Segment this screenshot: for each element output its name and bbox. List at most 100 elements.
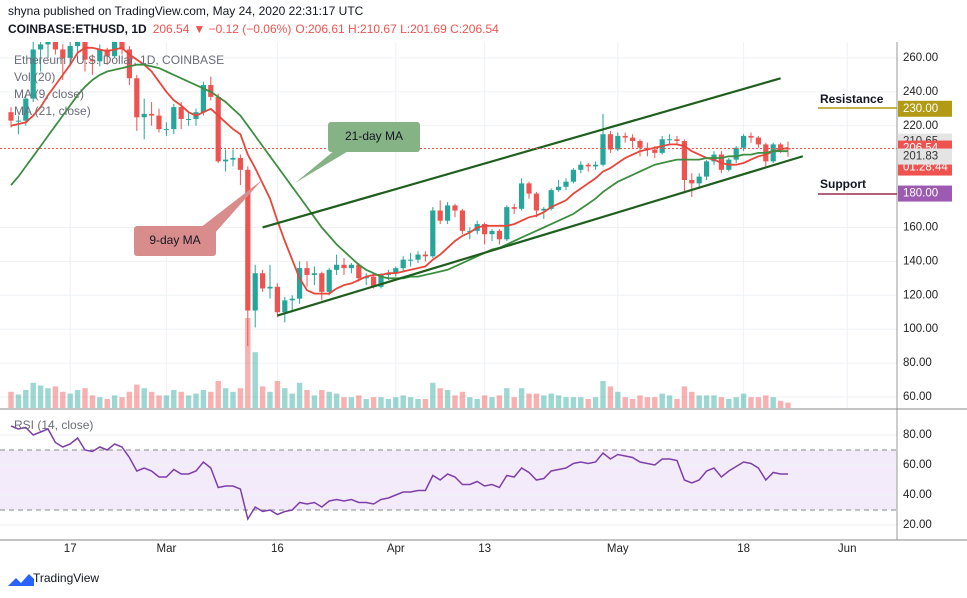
volume-bar — [504, 388, 510, 408]
candle-body — [223, 159, 229, 162]
volume-bar — [341, 397, 347, 408]
volume-bar — [52, 386, 59, 408]
publisher: shyna published on TradingView.com, May … — [8, 4, 364, 18]
symbol: COINBASE:ETHUSD, 1D — [8, 22, 147, 36]
volume-bar — [126, 391, 133, 408]
volume-bar — [163, 395, 170, 408]
volume-bar — [23, 390, 29, 408]
candle-body — [163, 129, 169, 131]
candle-body — [67, 46, 73, 58]
rsi-pane — [0, 425, 897, 526]
candle-body — [89, 59, 95, 62]
ma21-callout — [328, 122, 420, 152]
volume-bar — [541, 395, 547, 408]
volume-bar — [474, 399, 480, 408]
candle-body — [519, 183, 525, 209]
volume-bar — [74, 390, 81, 408]
volume-bar — [208, 391, 214, 408]
candle-body — [570, 169, 576, 182]
candle-body — [378, 274, 384, 287]
candle-body — [82, 42, 88, 60]
candle-body — [126, 49, 132, 79]
volume-bar — [178, 391, 184, 408]
volume-bar — [259, 386, 266, 408]
volume-bar — [518, 388, 525, 408]
volume-bar — [681, 386, 688, 408]
volume-bar — [400, 395, 406, 408]
volume-bar — [67, 393, 73, 408]
candle-body — [593, 164, 599, 167]
volume-bar — [363, 399, 369, 408]
volume-bar — [777, 400, 784, 408]
volume-bar — [770, 397, 776, 408]
volume-bar — [393, 397, 399, 408]
volume-bar — [348, 397, 355, 408]
rsi-line — [10, 425, 788, 521]
candle-body — [437, 210, 443, 221]
x-tick-label: 18 — [737, 543, 750, 555]
candle-body — [289, 298, 295, 301]
volume-bar — [141, 388, 147, 408]
candle-body — [252, 273, 258, 311]
volume-bar — [533, 393, 540, 408]
volume-bar — [555, 395, 562, 408]
volume-bar — [652, 397, 658, 408]
candle-body — [526, 183, 532, 194]
volume-bar — [415, 399, 421, 408]
candle-body — [467, 230, 473, 232]
candle-body — [689, 179, 695, 184]
volume-bar — [607, 386, 614, 408]
volume-bar — [444, 390, 451, 408]
candle-body — [704, 161, 710, 177]
volume-bar — [689, 391, 695, 408]
volume-bar — [82, 388, 88, 408]
x-tick-label: Jun — [838, 543, 857, 555]
volume-bar — [200, 390, 207, 408]
candle-body — [548, 190, 554, 209]
y-tick-label: 100.00 — [903, 323, 938, 335]
candle-body — [282, 300, 288, 313]
candle-body — [511, 207, 517, 209]
last-price: 206.54 — [153, 22, 190, 36]
y-tick-label: 60.00 — [903, 391, 932, 403]
footer-brand: TradingView — [33, 571, 99, 585]
volume-bar — [148, 391, 155, 408]
y-tick-label: 160.00 — [903, 221, 938, 233]
volume-bar — [222, 388, 229, 408]
volume-bar — [230, 391, 236, 408]
candle-body — [341, 264, 347, 269]
candle-body — [260, 273, 266, 289]
volume-bar — [156, 395, 162, 408]
volume-bar — [622, 397, 628, 408]
candle-body — [741, 135, 747, 148]
candle-body — [748, 135, 754, 138]
candle-body — [600, 134, 606, 165]
candle-body — [452, 205, 458, 211]
candle-body — [97, 49, 103, 62]
y-tick-label: 60.00 — [903, 459, 932, 471]
candle-body — [755, 137, 761, 145]
y-tick-label: 20.00 — [903, 519, 932, 531]
candle-body — [415, 254, 421, 260]
volume-bar — [637, 395, 643, 408]
candle-body — [274, 286, 280, 313]
price-label-bg — [898, 100, 952, 117]
volume-bar — [97, 397, 103, 408]
support-label: Support — [820, 177, 866, 191]
ma9-pointer — [200, 180, 262, 234]
candle-body — [578, 164, 584, 170]
y-tick-label: 220.00 — [903, 120, 938, 132]
volume-bar — [763, 395, 769, 408]
volume-bar — [526, 393, 532, 408]
candle-body — [556, 186, 562, 191]
volume-bar — [592, 397, 599, 408]
moving-average — [10, 46, 789, 295]
x-tick-label: 13 — [478, 543, 491, 555]
footer-logo: TradingView — [8, 571, 99, 586]
volume-bar — [578, 397, 584, 408]
candle-body — [30, 49, 36, 99]
candle-body — [237, 157, 243, 170]
candle-body — [119, 42, 125, 50]
volume-bar — [333, 393, 340, 408]
